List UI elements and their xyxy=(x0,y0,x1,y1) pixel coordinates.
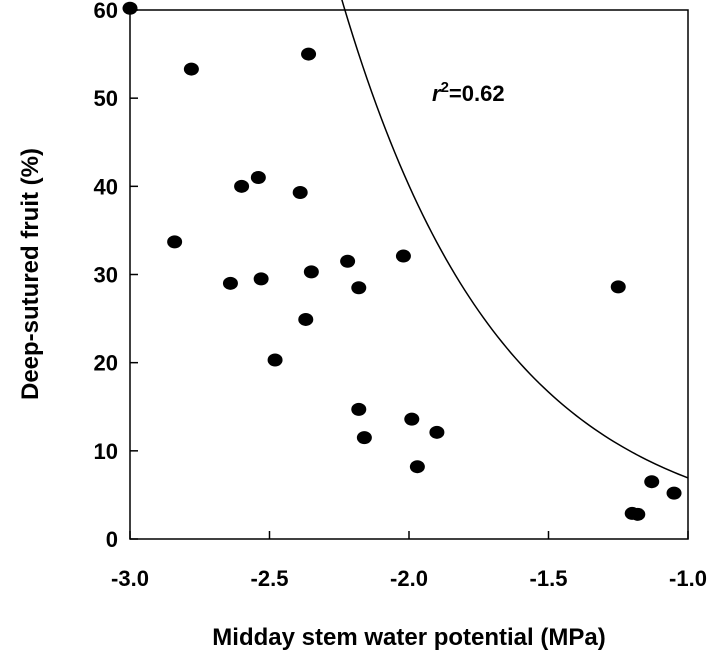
y-axis-ticks: 0 10 20 30 40 50 60 xyxy=(94,0,138,552)
data-point xyxy=(356,431,372,445)
data-point xyxy=(340,254,356,268)
data-point xyxy=(234,179,250,193)
y-axis-title: Deep-sutured fruit (%) xyxy=(17,148,44,400)
r-symbol: r xyxy=(432,81,442,106)
y-tick-label: 50 xyxy=(94,86,118,111)
data-point xyxy=(301,47,317,61)
x-tick-label: -3.0 xyxy=(111,566,149,591)
data-point xyxy=(298,312,314,326)
y-tick-label: 10 xyxy=(94,439,118,464)
data-point xyxy=(395,249,411,263)
data-point xyxy=(666,486,682,500)
plot-frame xyxy=(129,9,689,540)
y-tick-label: 40 xyxy=(94,174,118,199)
superscript-two: 2 xyxy=(441,79,449,96)
x-tick-label: -1.5 xyxy=(530,566,568,591)
data-point xyxy=(167,235,183,249)
x-axis-title: Midday stem water potential (MPa) xyxy=(212,624,605,651)
r-squared-annotation: r2=0.62 xyxy=(432,79,505,106)
x-tick-label: -2.0 xyxy=(390,566,428,591)
data-point xyxy=(351,281,367,295)
y-tick-label: 30 xyxy=(94,263,118,288)
data-point xyxy=(183,62,199,76)
data-point xyxy=(222,276,238,290)
data-point xyxy=(404,412,420,426)
data-point xyxy=(303,265,319,279)
data-point xyxy=(267,353,283,367)
data-points xyxy=(122,1,682,521)
fit-curve xyxy=(341,0,689,479)
data-point xyxy=(409,460,425,474)
x-tick-label: -2.5 xyxy=(251,566,289,591)
y-tick-label: 20 xyxy=(94,351,118,376)
x-tick-label: -1.0 xyxy=(669,566,707,591)
y-tick-label: 0 xyxy=(106,527,118,552)
y-tick-label: 60 xyxy=(94,0,118,23)
data-point xyxy=(429,425,445,439)
data-point xyxy=(292,186,308,200)
data-point xyxy=(122,1,138,15)
x-axis-ticks: -3.0 -2.5 -2.0 -1.5 -1.0 xyxy=(111,531,707,591)
data-point xyxy=(644,475,660,489)
data-point xyxy=(610,280,626,294)
data-point xyxy=(630,507,646,521)
r-squared-value: =0.62 xyxy=(449,81,505,106)
data-point xyxy=(250,171,266,185)
data-point xyxy=(351,402,367,416)
data-point xyxy=(253,272,269,286)
